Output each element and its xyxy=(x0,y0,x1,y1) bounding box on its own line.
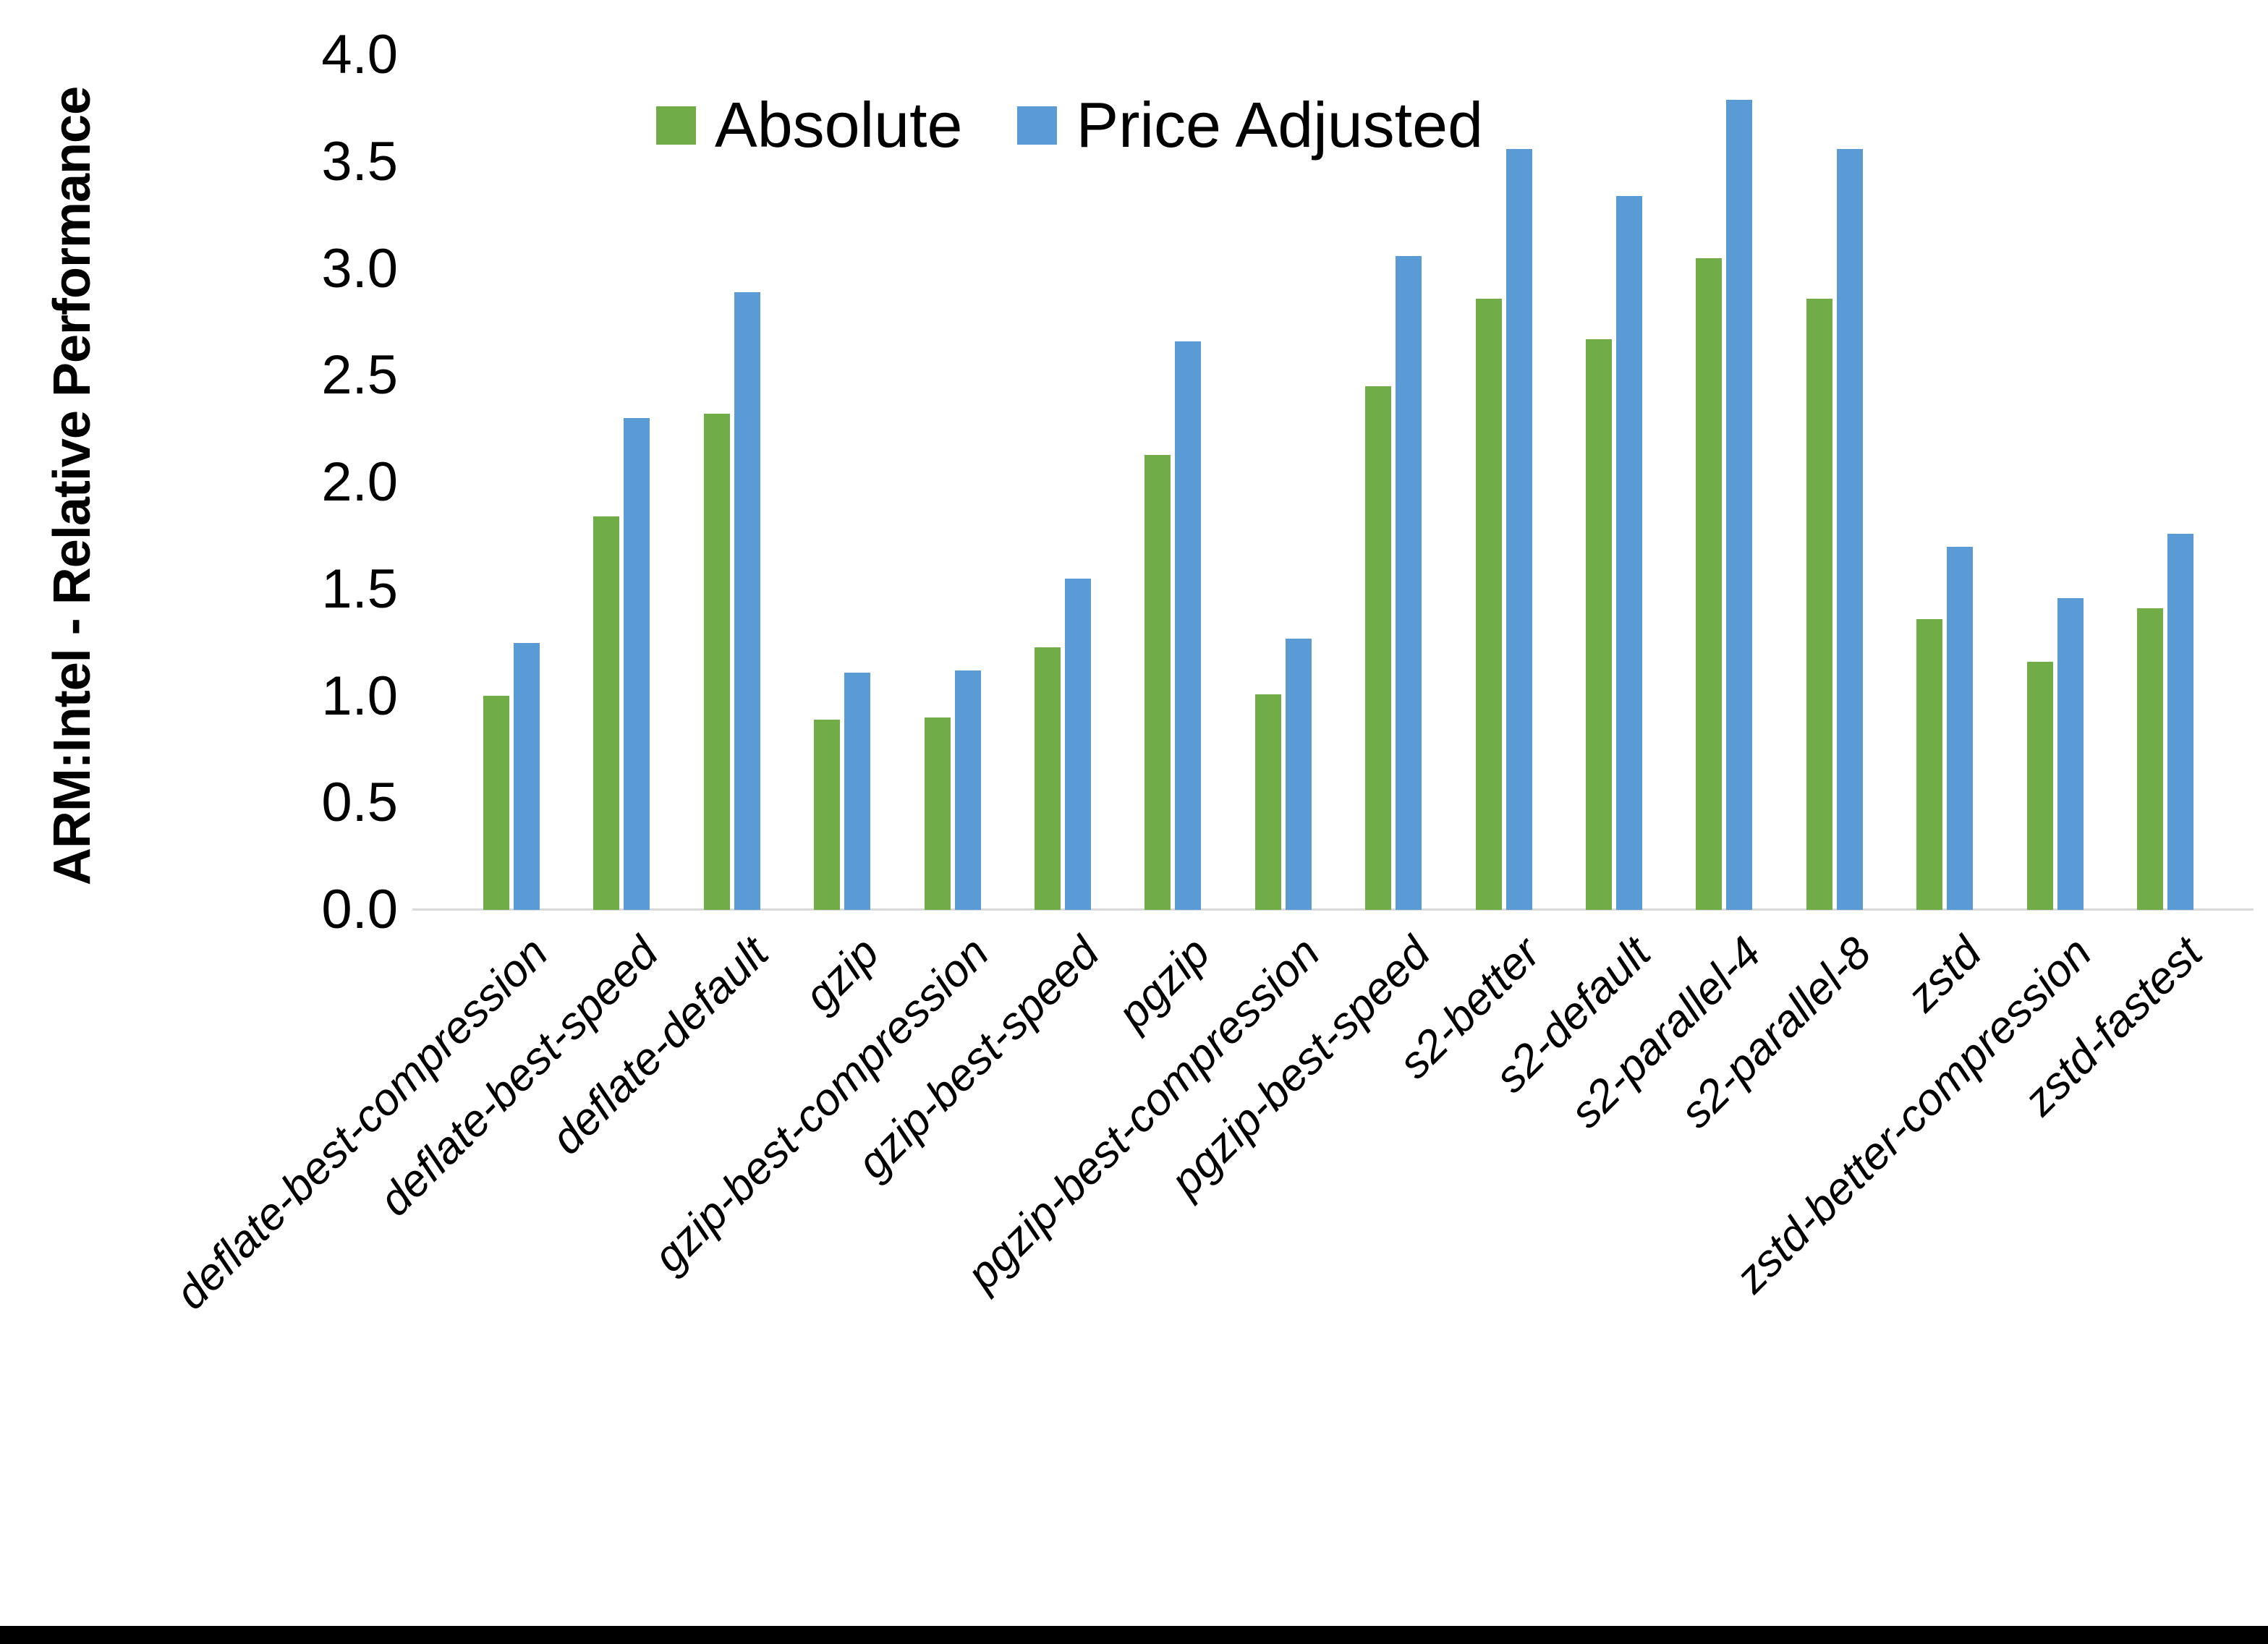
absolute-bar-s2-parallel-4 xyxy=(1696,258,1723,910)
absolute-bar-pgzip-best-speed xyxy=(1365,386,1392,910)
price-adjusted-bar-gzip-best-speed xyxy=(1065,579,1091,910)
absolute-bar-s2-parallel-8 xyxy=(1806,299,1832,910)
x-axis-line xyxy=(412,908,2254,911)
price-adjusted-bar-s2-parallel-8 xyxy=(1836,149,1863,910)
absolute-bar-zstd-fastest xyxy=(2137,608,2163,910)
y-tick-label: 4.0 xyxy=(321,24,398,85)
absolute-bar-zstd xyxy=(1916,619,1943,910)
price-adjusted-bar-gzip-best-compression xyxy=(954,670,981,910)
y-tick-label: 1.5 xyxy=(321,558,398,620)
absolute-bar-deflate-best-speed xyxy=(593,516,620,910)
price-adjusted-bar-s2-default xyxy=(1616,196,1642,910)
absolute-bar-s2-default xyxy=(1586,339,1612,910)
price-adjusted-bar-zstd-better-compression xyxy=(2057,598,2084,910)
absolute-bar-gzip xyxy=(814,720,841,910)
absolute-bar-zstd-better-compression xyxy=(2026,662,2053,910)
price-adjusted-bar-pgzip-best-compression xyxy=(1285,639,1312,910)
absolute-bar-s2-better xyxy=(1475,299,1502,910)
price-adjusted-bar-pgzip xyxy=(1175,341,1202,910)
y-tick-label: 2.0 xyxy=(321,451,398,513)
absolute-bar-deflate-best-compression xyxy=(483,696,509,910)
legend-item-absolute: Absolute xyxy=(656,88,962,162)
price-adjusted-series-swatch-icon xyxy=(1017,106,1058,145)
absolute-bar-pgzip-best-compression xyxy=(1254,694,1281,910)
y-axis-title: ARM:Intel - Relative Performance xyxy=(43,86,101,886)
price-adjusted-bar-gzip xyxy=(844,673,871,910)
absolute-bar-gzip-best-speed xyxy=(1035,647,1061,910)
legend-label-price-adjusted: Price Adjusted xyxy=(1076,89,1484,161)
price-adjusted-bar-zstd xyxy=(1947,547,1974,910)
absolute-bar-deflate-default xyxy=(703,414,730,910)
price-adjusted-bar-s2-parallel-4 xyxy=(1726,100,1753,910)
price-adjusted-bar-pgzip-best-speed xyxy=(1396,256,1422,910)
y-tick-label: 2.5 xyxy=(321,344,398,406)
absolute-bar-pgzip xyxy=(1144,455,1171,910)
y-tick-label: 3.5 xyxy=(321,130,398,192)
page-bottom-border xyxy=(0,1626,2268,1644)
absolute-bar-gzip-best-compression xyxy=(924,717,951,910)
price-adjusted-bar-deflate-best-speed xyxy=(624,418,650,910)
y-tick-label: 1.0 xyxy=(321,665,398,727)
x-category-label-zstd: zstd xyxy=(1897,927,1992,1021)
x-category-label-gzip: gzip xyxy=(794,927,889,1021)
price-adjusted-bar-deflate-default xyxy=(734,292,760,910)
y-tick-label: 0.0 xyxy=(321,879,398,940)
price-adjusted-bar-deflate-best-compression xyxy=(514,643,540,910)
legend: Absolute Price Adjusted xyxy=(656,88,1483,162)
y-tick-label: 3.0 xyxy=(321,237,398,299)
legend-label-absolute: Absolute xyxy=(715,89,963,161)
price-adjusted-bar-zstd-fastest xyxy=(2167,534,2193,910)
plot-area xyxy=(445,55,2250,910)
price-adjusted-bar-s2-better xyxy=(1505,149,1532,910)
absolute-series-swatch-icon xyxy=(656,106,696,145)
y-tick-label: 0.5 xyxy=(321,772,398,834)
legend-item-price-adjusted: Price Adjusted xyxy=(1017,88,1483,162)
